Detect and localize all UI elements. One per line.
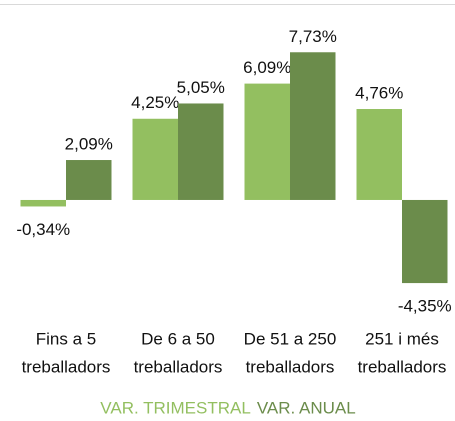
x-tick-label: treballadors [134,357,223,376]
data-label: 5,05% [177,78,225,97]
x-tick-label: treballadors [246,357,335,376]
x-tick-label: Fins a 5 [36,329,96,348]
data-label: 4,76% [355,83,403,102]
x-tick-label: treballadors [358,357,447,376]
data-label: 7,73% [289,27,337,46]
data-label: 4,25% [131,93,179,112]
bar [356,109,402,200]
bar [178,103,224,200]
bar [244,83,290,200]
bar [66,160,112,200]
x-tick-label: De 51 a 250 [244,329,337,348]
data-label: -0,34% [16,220,70,239]
bar [290,52,336,200]
x-tick-label: treballadors [22,357,111,376]
data-label: 2,09% [65,135,113,154]
bar [402,199,448,284]
bar [20,199,66,207]
legend-entry: VAR. TRIMESTRAL [100,398,251,417]
x-tick-label: 251 i més [365,329,439,348]
data-label: 6,09% [243,58,291,77]
data-label: -4,35% [398,297,452,316]
legend-entry: VAR. ANUAL [257,398,356,417]
bar [132,118,178,200]
x-tick-label: De 6 a 50 [141,329,215,348]
